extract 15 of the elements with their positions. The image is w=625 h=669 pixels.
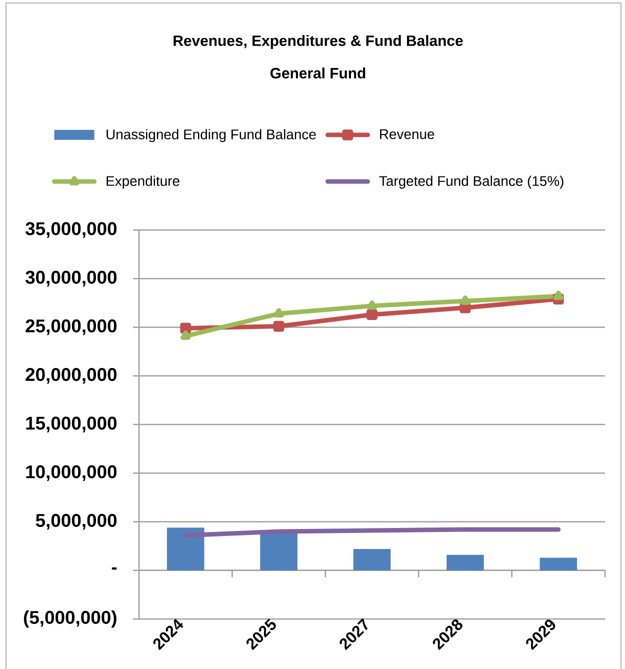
legend-label: Targeted Fund Balance (15%) — [379, 176, 564, 189]
y-tick-label: 5,000,000 — [36, 514, 117, 530]
chart-title: Revenues, Expenditures & Fund Balance — [174, 35, 463, 49]
legend-label: Revenue — [380, 129, 434, 140]
y-tick-label: 25,000,000 — [26, 319, 117, 336]
y-tick-label: 15,000,000 — [26, 416, 117, 432]
y-tick-label: - — [112, 567, 117, 570]
y-tick-label: (5,000,000) — [24, 610, 116, 628]
y-tick-label: 10,000,000 — [26, 465, 117, 481]
y-tick-label: 20,000,000 — [26, 368, 117, 384]
legend-label: Expenditure — [106, 176, 180, 189]
y-tick-label: 30,000,000 — [25, 270, 117, 286]
y-tick-label: 35,000,000 — [25, 222, 117, 238]
chart-subtitle: General Fund — [270, 68, 366, 78]
legend-label: Unassigned Ending Fund Balance — [106, 129, 316, 142]
